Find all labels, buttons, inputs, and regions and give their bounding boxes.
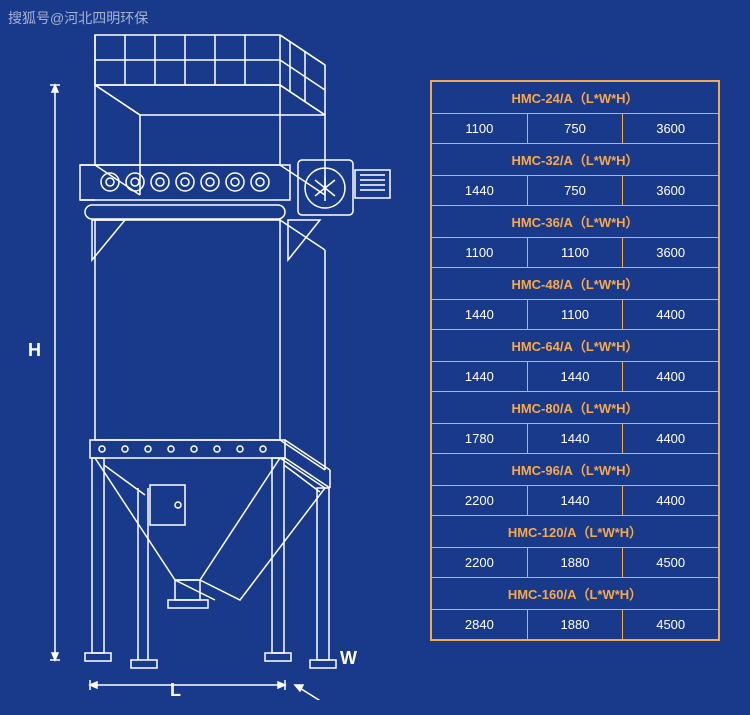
spec-cell: 1880 [528, 610, 624, 639]
spec-cell: 1100 [528, 238, 624, 267]
spec-model-header: HMC-96/A（L*W*H） [432, 454, 718, 486]
spec-cell: 1440 [432, 300, 528, 329]
spec-cell: 1780 [432, 424, 528, 453]
dim-label-l: L [170, 680, 181, 701]
spec-cell: 1100 [528, 300, 624, 329]
spec-cell: 1440 [528, 486, 624, 515]
spec-row: 220014404400 [432, 486, 718, 516]
spec-model-header: HMC-32/A（L*W*H） [432, 144, 718, 176]
spec-cell: 1100 [432, 238, 528, 267]
spec-cell: 4400 [623, 300, 718, 329]
spec-model-header: HMC-64/A（L*W*H） [432, 330, 718, 362]
spec-cell: 2840 [432, 610, 528, 639]
spec-cell: 4500 [623, 548, 718, 577]
spec-model-header: HMC-36/A（L*W*H） [432, 206, 718, 238]
spec-cell: 750 [528, 114, 624, 143]
spec-row: 144014404400 [432, 362, 718, 392]
spec-cell: 2200 [432, 548, 528, 577]
spec-cell: 3600 [623, 114, 718, 143]
spec-cell: 1100 [432, 114, 528, 143]
dim-label-w: W [340, 648, 357, 669]
spec-table: HMC-24/A（L*W*H）11007503600HMC-32/A（L*W*H… [430, 80, 720, 641]
spec-row: 178014404400 [432, 424, 718, 454]
spec-row: 284018804500 [432, 610, 718, 639]
spec-cell: 1440 [528, 424, 624, 453]
spec-model-header: HMC-24/A（L*W*H） [432, 82, 718, 114]
dim-label-h: H [28, 340, 41, 361]
spec-model-header: HMC-48/A（L*W*H） [432, 268, 718, 300]
spec-row: 220018804500 [432, 548, 718, 578]
spec-cell: 4400 [623, 362, 718, 391]
spec-row: 14407503600 [432, 176, 718, 206]
spec-model-header: HMC-160/A（L*W*H） [432, 578, 718, 610]
spec-cell: 1440 [432, 362, 528, 391]
spec-row: 11007503600 [432, 114, 718, 144]
spec-cell: 4400 [623, 424, 718, 453]
spec-cell: 4500 [623, 610, 718, 639]
spec-cell: 3600 [623, 176, 718, 205]
spec-cell: 1440 [528, 362, 624, 391]
watermark-text: 搜狐号@河北四明环保 [8, 8, 148, 28]
spec-cell: 4400 [623, 486, 718, 515]
spec-cell: 750 [528, 176, 624, 205]
spec-model-header: HMC-80/A（L*W*H） [432, 392, 718, 424]
equipment-diagram [20, 20, 420, 700]
spec-cell: 3600 [623, 238, 718, 267]
spec-model-header: HMC-120/A（L*W*H） [432, 516, 718, 548]
spec-cell: 1880 [528, 548, 624, 577]
spec-cell: 1440 [432, 176, 528, 205]
spec-cell: 2200 [432, 486, 528, 515]
spec-row: 110011003600 [432, 238, 718, 268]
spec-row: 144011004400 [432, 300, 718, 330]
